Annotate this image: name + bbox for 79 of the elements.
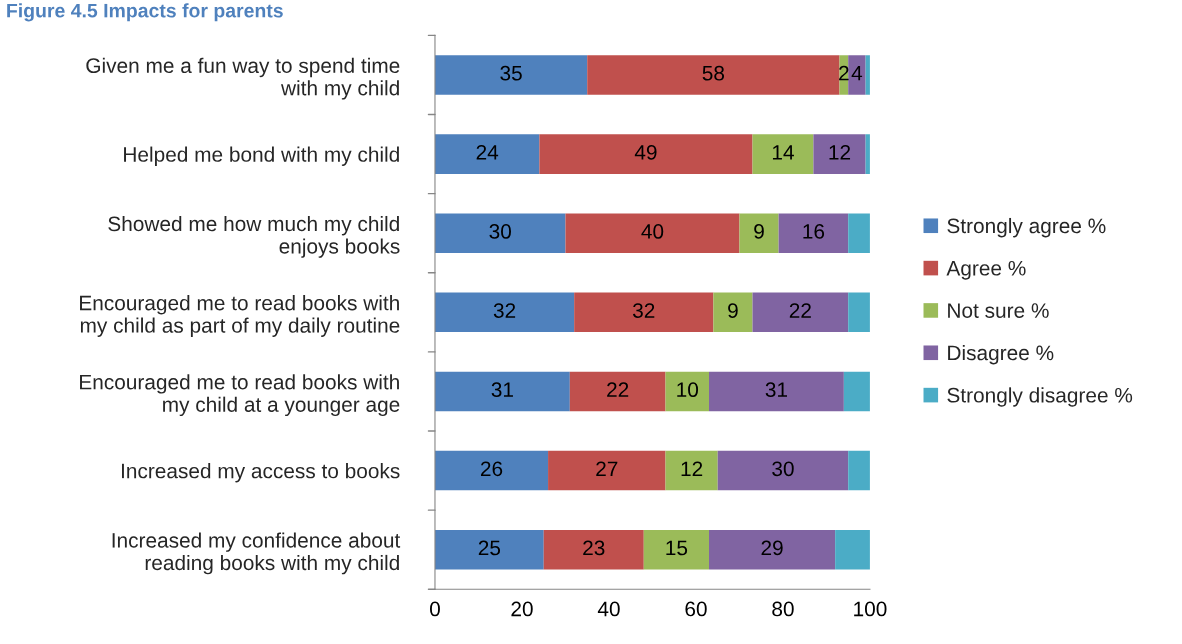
bar (434, 213, 566, 253)
data-label: 35 (500, 65, 522, 81)
x-tick-label: 80 (772, 601, 794, 617)
bar (434, 292, 575, 333)
x-tick-label: 60 (685, 601, 707, 617)
y-tick-label: Increased my confidence about reading books with my child (112, 532, 401, 575)
data-label: 31 (765, 382, 787, 398)
data-label: 49 (634, 144, 657, 160)
bar (665, 371, 710, 412)
bar (848, 55, 866, 95)
x-tick-label: 20 (511, 601, 533, 617)
y-tick-label: Encouraged me to read books with my child as part of my daily routine (80, 295, 400, 337)
data-label: 23 (583, 540, 605, 556)
bar (778, 213, 849, 253)
data-label: 12 (681, 461, 703, 476)
data-label: 31 (491, 382, 513, 398)
bar (574, 292, 714, 333)
data-label: 30 (772, 461, 794, 477)
bar (848, 213, 870, 253)
data-label: 22 (789, 303, 811, 318)
legend-label: Disagree % (948, 344, 1054, 365)
data-label: 9 (754, 224, 764, 239)
bar (434, 529, 544, 570)
data-label: 4 (851, 66, 863, 81)
legend-label: Agree % (946, 260, 1026, 280)
bar (565, 213, 740, 253)
data-label: 58 (702, 65, 725, 81)
bar (548, 450, 666, 491)
y-tick-label: Helped me bond with my child (124, 146, 399, 166)
bar (752, 134, 814, 174)
y-tick-label: Encouraged me to read books with my child at a younger age (80, 374, 400, 417)
data-label: 2 (839, 65, 849, 81)
legend-label: Strongly agree % (947, 217, 1106, 238)
bar (848, 450, 870, 491)
x-tick-label: 100 (854, 601, 887, 617)
x-tick-label: 0 (430, 601, 440, 617)
bar (434, 371, 570, 412)
bar (434, 450, 549, 491)
bar (709, 371, 844, 412)
bar (848, 292, 870, 333)
data-label: 24 (476, 144, 499, 160)
text: Figure 4.5 Impacts for parents (7, 3, 283, 22)
legend-label: Not sure % (948, 303, 1049, 318)
data-label: 27 (596, 461, 618, 476)
data-label: 16 (803, 224, 825, 239)
bar (709, 529, 836, 570)
y-tick-label: Increased my access to books (121, 463, 400, 483)
data-label: 29 (761, 540, 783, 556)
bar (713, 292, 753, 333)
data-label: 26 (480, 461, 503, 477)
bar (643, 529, 710, 570)
data-label: 12 (829, 144, 851, 160)
bar (434, 55, 588, 95)
bar (813, 134, 866, 174)
bar (717, 450, 849, 491)
bar (665, 450, 718, 491)
data-label: 32 (493, 303, 516, 318)
bar (569, 371, 666, 412)
data-label: 14 (772, 145, 794, 160)
data-label: 22 (607, 382, 629, 397)
data-label: 30 (489, 224, 511, 239)
bar (739, 213, 779, 253)
y-tick-label: Showed me how much my child enjoys books (108, 215, 400, 258)
bar (587, 55, 840, 95)
bar (835, 529, 870, 570)
bar (539, 134, 753, 174)
x-tick-label: 40 (597, 601, 620, 617)
bar (752, 292, 849, 333)
data-label: 32 (632, 303, 655, 318)
data-label: 15 (666, 540, 688, 556)
data-label: 40 (641, 224, 664, 239)
bar (434, 134, 540, 174)
bar (543, 529, 644, 570)
legend-label: Strongly disagree % (947, 387, 1133, 407)
bar (843, 371, 870, 412)
data-label: 25 (478, 540, 501, 556)
data-label: 10 (677, 382, 699, 398)
y-tick-label: Given me a fun way to spend time with my child (86, 57, 400, 100)
data-label: 9 (728, 303, 738, 318)
